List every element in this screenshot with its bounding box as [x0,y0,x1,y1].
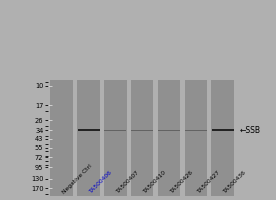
Text: TA500436: TA500436 [222,170,247,195]
Text: TA500406: TA500406 [89,170,113,195]
Bar [51,80,73,196]
Text: TA500410: TA500410 [142,170,167,195]
Bar [158,130,180,131]
Bar [131,130,153,131]
Bar [131,80,153,196]
Bar [104,80,127,196]
Bar [78,129,100,131]
Bar [104,130,126,131]
Bar [212,129,233,131]
Bar [211,80,234,196]
Text: TA500427: TA500427 [196,170,221,195]
Text: TA500407: TA500407 [115,170,140,195]
Bar [185,130,207,131]
Bar [77,80,100,196]
Text: TA500426: TA500426 [169,170,194,195]
Bar [184,80,207,196]
Text: ←SSB: ←SSB [240,126,261,135]
Bar [158,80,180,196]
Text: Negative Ctrl: Negative Ctrl [62,163,93,195]
